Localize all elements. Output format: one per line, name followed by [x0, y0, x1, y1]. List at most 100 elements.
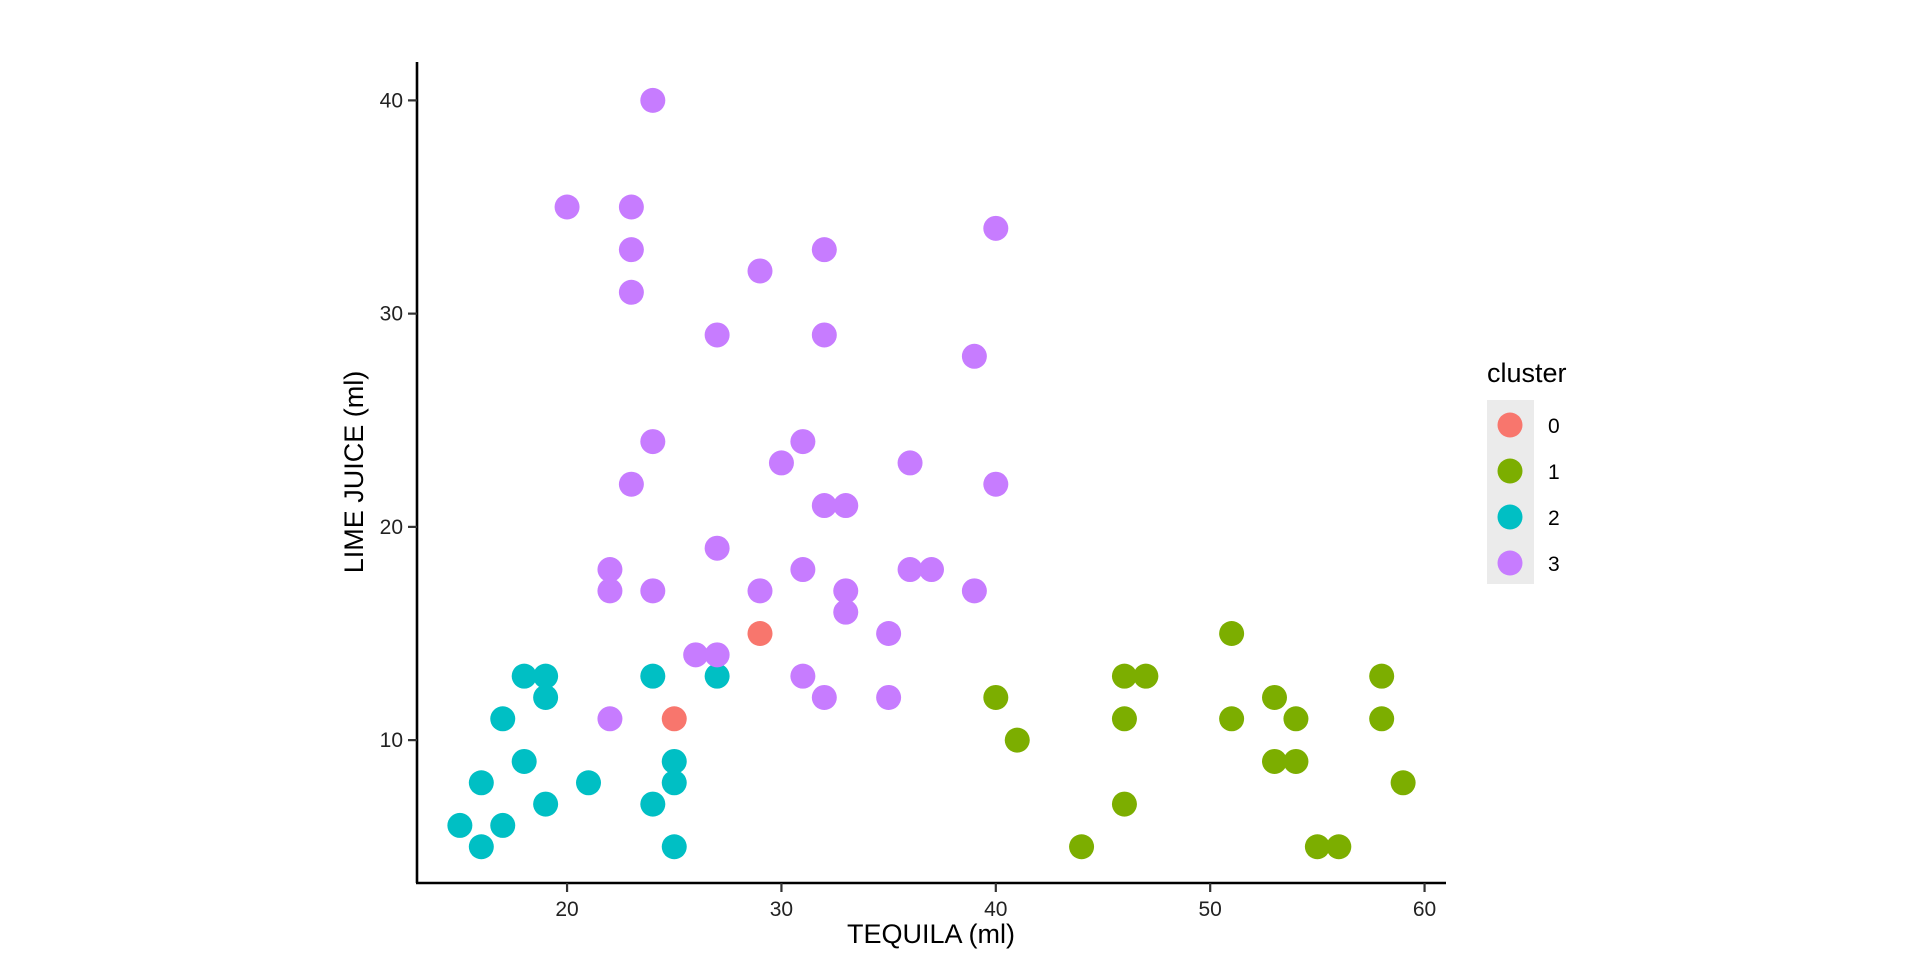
point-cluster-3-19: [790, 557, 816, 583]
point-cluster-3-18: [790, 429, 816, 455]
point-cluster-3-28: [876, 621, 902, 647]
point-cluster-1-14: [1326, 834, 1352, 860]
point-cluster-1-2: [1069, 834, 1095, 860]
point-cluster-2-2: [468, 834, 494, 860]
point-cluster-1-0: [983, 684, 1009, 710]
point-cluster-3-9: [640, 429, 666, 455]
point-cluster-1-4: [1111, 706, 1137, 732]
point-cluster-3-33: [961, 343, 987, 369]
point-cluster-2-3: [490, 706, 516, 732]
y-tick-label-2: 30: [380, 303, 403, 326]
y-tick-label-1: 20: [380, 516, 403, 539]
legend: cluster 0 1 2 3: [1487, 358, 1567, 584]
point-cluster-1-3: [1111, 663, 1137, 689]
point-cluster-3-8: [640, 87, 666, 113]
point-cluster-3-3: [597, 706, 623, 732]
point-cluster-1-12: [1283, 748, 1309, 774]
y-axis-title: LIME JUICE (ml): [339, 371, 369, 574]
point-cluster-3-4: [618, 194, 644, 220]
point-cluster-1-6: [1133, 663, 1159, 689]
points-layer: [447, 87, 1416, 860]
point-cluster-1-9: [1262, 684, 1287, 710]
point-cluster-3-35: [983, 215, 1009, 241]
point-cluster-3-25: [833, 493, 859, 519]
point-cluster-3-27: [833, 599, 859, 625]
point-cluster-0-1: [661, 706, 687, 732]
point-cluster-3-30: [897, 450, 923, 476]
point-cluster-3-29: [876, 684, 902, 710]
legend-label-1: 1: [1548, 461, 1560, 484]
x-tick-label-4: 60: [1413, 898, 1436, 921]
point-cluster-3-12: [704, 322, 730, 348]
point-cluster-3-34: [961, 578, 987, 604]
point-cluster-3-20: [790, 663, 816, 689]
x-tick-label-2: 40: [984, 898, 1007, 921]
y-tick-label-3: 40: [380, 89, 403, 112]
x-ticks: 20 30 40 50 60: [555, 883, 1436, 921]
point-cluster-2-6: [511, 748, 537, 774]
point-cluster-3-7: [618, 471, 644, 497]
point-cluster-2-9: [533, 791, 559, 817]
point-cluster-3-23: [811, 493, 837, 519]
point-cluster-1-17: [1390, 770, 1416, 796]
legend-key-3: [1497, 550, 1523, 576]
legend-title: cluster: [1487, 358, 1567, 388]
point-cluster-1-13: [1304, 834, 1330, 860]
point-cluster-1-10: [1262, 748, 1287, 774]
point-cluster-3-26: [833, 578, 859, 604]
point-cluster-3-11: [683, 642, 709, 668]
point-cluster-3-16: [747, 578, 773, 604]
x-tick-label-1: 30: [770, 898, 793, 921]
point-cluster-3-24: [811, 684, 837, 710]
point-cluster-3-6: [618, 279, 644, 305]
point-cluster-1-7: [1219, 621, 1245, 647]
point-cluster-3-5: [618, 237, 644, 263]
point-cluster-3-17: [768, 450, 794, 476]
legend-key-2: [1497, 504, 1523, 530]
x-axis-title: TEQUILA (ml): [847, 919, 1015, 949]
legend-label-3: 3: [1548, 553, 1560, 576]
point-cluster-1-16: [1369, 706, 1395, 732]
point-cluster-1-11: [1283, 706, 1309, 732]
legend-key-1: [1497, 458, 1523, 484]
point-cluster-1-5: [1111, 791, 1137, 817]
point-cluster-1-1: [1004, 727, 1030, 753]
point-cluster-2-15: [661, 834, 687, 860]
point-cluster-2-5: [511, 663, 537, 689]
x-tick-label-3: 50: [1199, 898, 1222, 921]
axes-layer: [415, 62, 1446, 885]
point-cluster-1-15: [1369, 663, 1395, 689]
point-cluster-3-13: [704, 535, 730, 561]
point-cluster-2-0: [447, 812, 473, 838]
point-cluster-2-7: [533, 663, 559, 689]
point-cluster-3-1: [597, 557, 623, 583]
point-cluster-3-15: [747, 258, 773, 284]
point-cluster-3-10: [640, 578, 666, 604]
point-cluster-2-11: [640, 663, 666, 689]
point-cluster-3-14: [704, 642, 730, 668]
point-cluster-3-22: [811, 322, 837, 348]
y-tick-label-0: 10: [380, 729, 403, 752]
point-cluster-3-36: [983, 471, 1009, 497]
point-cluster-2-12: [640, 791, 666, 817]
point-cluster-3-32: [919, 557, 944, 583]
point-cluster-3-31: [897, 557, 923, 583]
legend-label-2: 2: [1548, 507, 1560, 530]
y-ticks: 10 20 30 40: [380, 89, 417, 752]
point-cluster-2-10: [576, 770, 601, 796]
point-cluster-3-2: [597, 578, 623, 604]
point-cluster-2-1: [468, 770, 494, 796]
x-tick-label-0: 20: [555, 898, 578, 921]
point-cluster-0-0: [747, 621, 773, 647]
legend-label-0: 0: [1548, 415, 1560, 438]
point-cluster-2-13: [661, 748, 687, 774]
point-cluster-3-21: [811, 237, 837, 263]
point-cluster-3-0: [554, 194, 580, 220]
legend-items: 0 1 2 3: [1497, 412, 1560, 576]
point-cluster-2-8: [533, 684, 559, 710]
legend-key-0: [1497, 412, 1523, 438]
point-cluster-2-16: [704, 663, 730, 689]
point-cluster-1-8: [1219, 706, 1245, 732]
point-cluster-2-14: [661, 770, 687, 796]
